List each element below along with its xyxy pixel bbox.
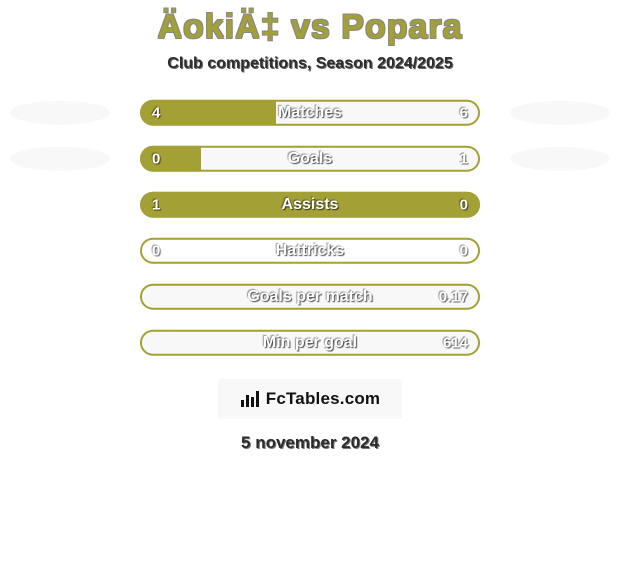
stat-value-right: 0	[460, 243, 468, 260]
player-right-oval	[510, 101, 610, 125]
stat-row: 614Min per goal	[0, 321, 620, 367]
stat-value-right: 6	[460, 105, 468, 122]
stat-value-left: 4	[152, 105, 160, 122]
branding-badge: FcTables.com	[218, 379, 403, 419]
stat-value-left: 0	[152, 243, 160, 260]
stat-bar-left-fill	[140, 146, 201, 172]
comparison-title: ÄokiÄ‡ vs Popara	[157, 8, 462, 47]
stat-bar-right-fill	[201, 146, 480, 172]
player-right-oval	[510, 147, 610, 171]
stat-row: 0.17Goals per match	[0, 275, 620, 321]
stat-bar-right-fill	[140, 330, 480, 356]
stat-bar-left-fill	[140, 100, 276, 126]
stat-row: 01Goals	[0, 137, 620, 183]
stat-value-right: 0.17	[439, 289, 468, 306]
stat-value-right: 0	[460, 197, 468, 214]
stat-bar	[140, 330, 480, 356]
stat-bar	[140, 238, 480, 264]
player-left-oval	[10, 147, 110, 171]
timestamp: 5 november 2024	[241, 433, 379, 453]
stat-value-right: 1	[460, 151, 468, 168]
stat-bar	[140, 284, 480, 310]
stat-row: 46Matches	[0, 91, 620, 137]
stat-bar-left-fill	[140, 192, 480, 218]
stat-row: 00Hattricks	[0, 229, 620, 275]
stat-value-left: 0	[152, 151, 160, 168]
bar-chart-icon	[240, 390, 260, 408]
branding-text: FcTables.com	[266, 389, 381, 409]
stat-value-left: 1	[152, 197, 160, 214]
stat-row: 10Assists	[0, 183, 620, 229]
stat-bar-right-fill	[276, 100, 480, 126]
stat-bar	[140, 100, 480, 126]
comparison-chart: 46Matches01Goals10Assists00Hattricks0.17…	[0, 91, 620, 367]
stat-bar	[140, 192, 480, 218]
stat-bar-right-fill	[140, 284, 480, 310]
stat-value-right: 614	[443, 335, 468, 352]
comparison-subtitle: Club competitions, Season 2024/2025	[167, 55, 452, 73]
player-left-oval	[10, 101, 110, 125]
stat-bar	[140, 146, 480, 172]
